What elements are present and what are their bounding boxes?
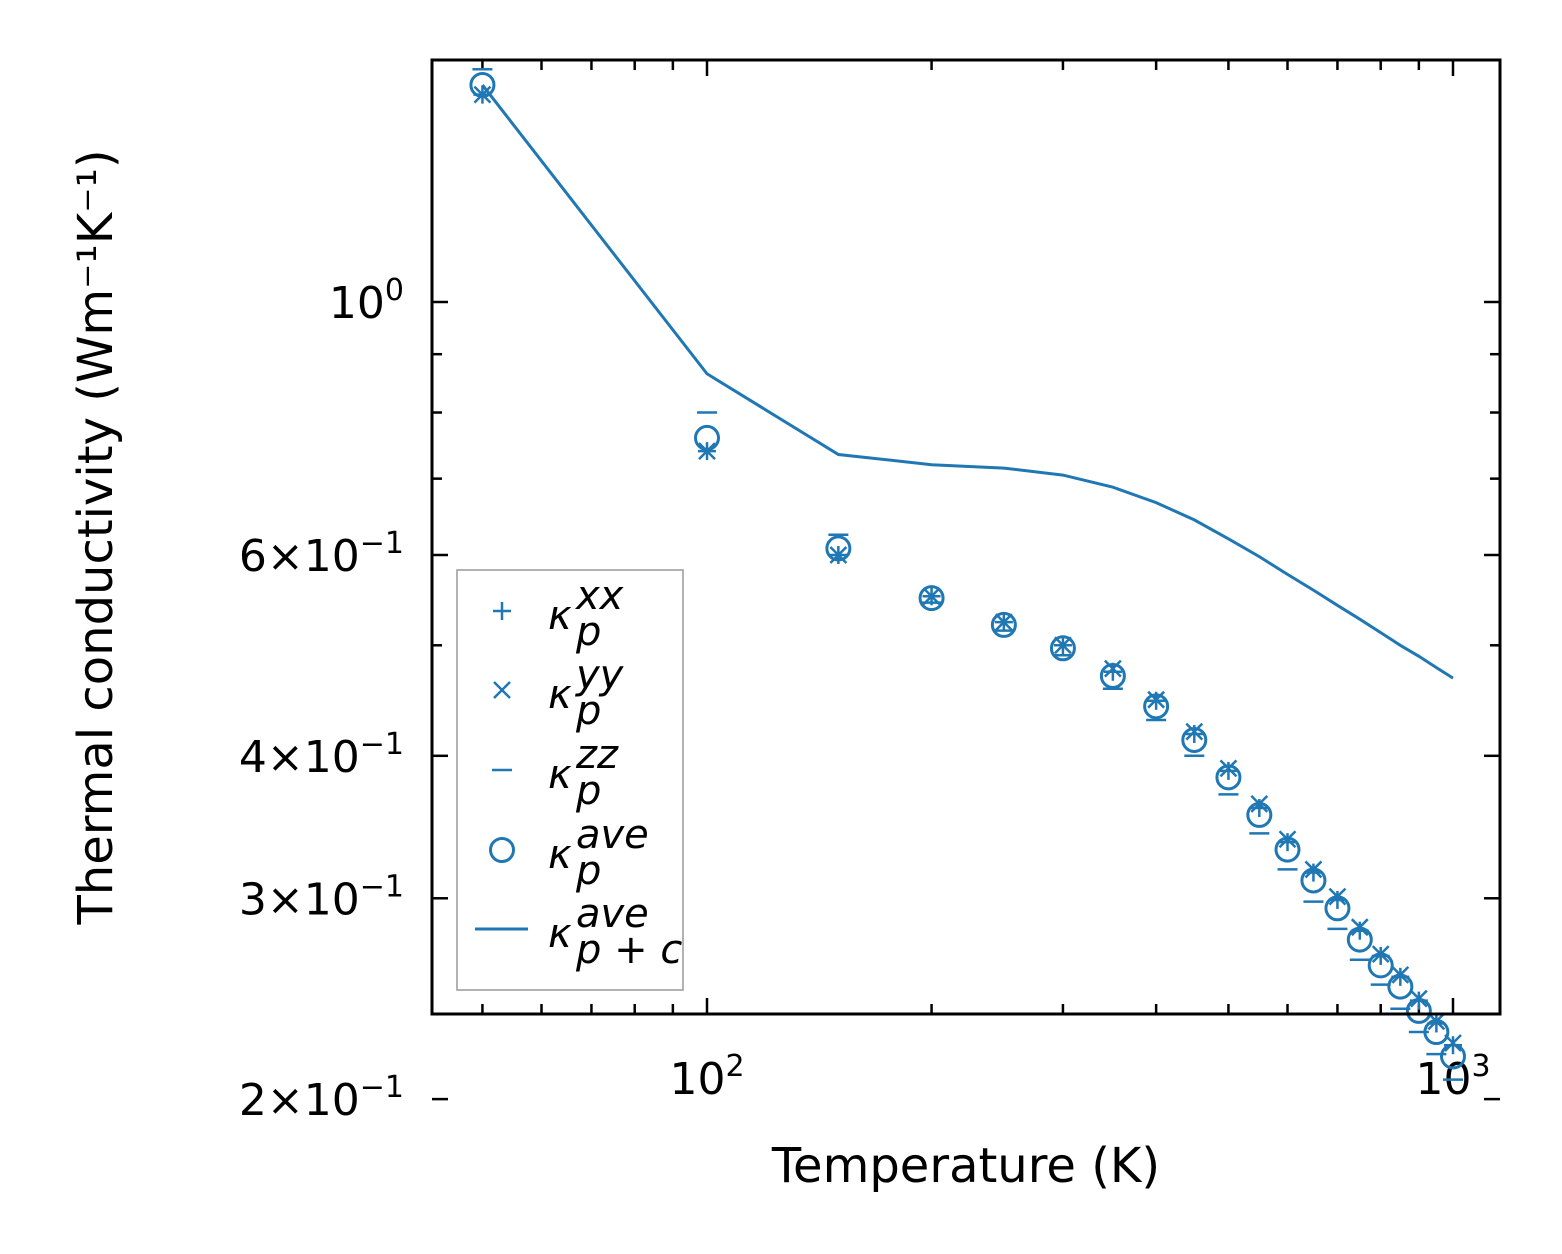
series-circle xyxy=(469,71,1466,1070)
data-point-x xyxy=(829,546,848,564)
legend-marker-x xyxy=(493,681,511,699)
legend-label-base: κ xyxy=(548,752,572,798)
series-line xyxy=(481,83,1454,680)
data-point-circle xyxy=(918,585,945,612)
legend-label-sup: ave xyxy=(576,812,649,858)
data-point-circle xyxy=(1049,635,1076,662)
y-tick-label: 6×10−1 xyxy=(239,526,404,582)
data-point-x xyxy=(698,442,716,461)
data-point-x xyxy=(1219,759,1238,778)
data-point-x xyxy=(1185,722,1204,741)
data-point-x xyxy=(1147,690,1166,709)
legend-box xyxy=(456,569,684,991)
plot-area xyxy=(469,67,1466,1081)
legend-label-sub: p xyxy=(575,848,601,894)
legend-label-sup: ave xyxy=(576,891,649,937)
data-point-circle xyxy=(990,611,1017,638)
data-point-circle xyxy=(1300,867,1327,894)
legend-label-base: κ xyxy=(548,832,572,878)
data-point-plus xyxy=(1250,798,1269,817)
x-tick-label: 102 xyxy=(669,1049,744,1105)
y-tick-label: 3×10−1 xyxy=(239,869,404,925)
legend-label-sub: p xyxy=(575,609,601,655)
data-point-x xyxy=(994,613,1013,631)
legend-label-sub: p + c xyxy=(575,927,682,973)
data-point-circle xyxy=(825,535,852,562)
data-point-circle xyxy=(1181,726,1208,753)
y-tick-label: 4×10−1 xyxy=(239,727,404,783)
y-tick-label: 100 xyxy=(329,273,404,329)
data-point-circle xyxy=(1367,952,1394,979)
y-axis-title: Thermal conductivity (Wm⁻¹K⁻¹) xyxy=(68,149,124,925)
legend-label-sup: yy xyxy=(575,652,625,698)
legend-label-base: κ xyxy=(548,911,572,957)
data-point-plus xyxy=(1304,863,1323,882)
legend-label-base: κ xyxy=(548,593,572,639)
data-point-circle xyxy=(1215,764,1242,791)
data-point-x xyxy=(473,85,492,104)
data-point-circle xyxy=(1274,836,1301,863)
legend-marker-plus xyxy=(493,602,511,620)
legend-label-sub: p xyxy=(575,768,601,814)
legend-marker-circle xyxy=(489,837,515,863)
data-point-circle xyxy=(1440,1043,1466,1070)
legend-label-sup: zz xyxy=(575,732,619,778)
data-point-circle xyxy=(1143,693,1170,720)
y-axis-ticks: 100 6×10−1 4×10−1 3×10−1 2×10−1 xyxy=(239,273,1500,1126)
data-point-circle xyxy=(1246,801,1273,828)
legend-label-sub: p xyxy=(575,688,601,734)
x-axis-title: Temperature (K) xyxy=(771,1138,1160,1194)
data-point-circle xyxy=(1405,997,1432,1024)
series-hline xyxy=(472,67,1463,1081)
data-point-circle xyxy=(469,71,496,98)
legend-label-base: κ xyxy=(548,672,572,718)
data-point-circle xyxy=(1423,1019,1450,1046)
data-point-circle xyxy=(1387,973,1414,1000)
data-point-circle xyxy=(1099,662,1126,689)
data-point-x xyxy=(1103,659,1122,678)
data-point-circle xyxy=(1346,926,1373,953)
data-point-circle xyxy=(1324,895,1351,922)
x-tick-label: 103 xyxy=(1415,1049,1490,1105)
y-tick-label: 2×10−1 xyxy=(239,1070,404,1126)
data-point-plus xyxy=(1278,833,1297,852)
data-point-circle xyxy=(694,424,720,451)
legend-label-sup: xx xyxy=(574,573,624,619)
data-point-x xyxy=(1054,636,1072,655)
plot-frame xyxy=(430,58,1502,1016)
series-line xyxy=(481,83,1454,680)
